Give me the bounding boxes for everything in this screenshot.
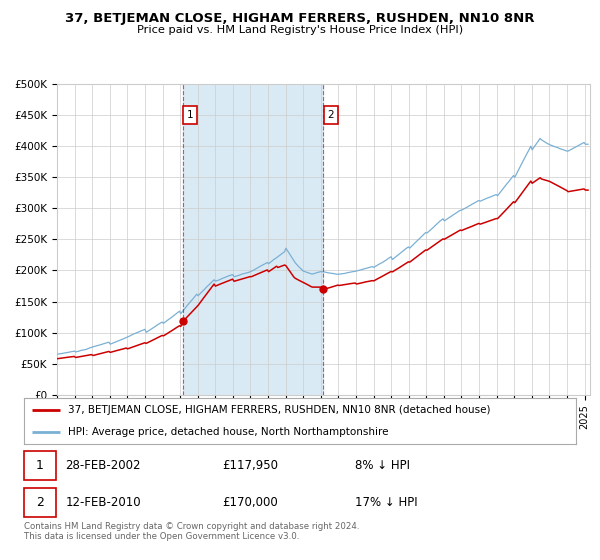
- Text: 1: 1: [187, 110, 194, 120]
- FancyBboxPatch shape: [24, 451, 56, 479]
- Text: £117,950: £117,950: [223, 459, 279, 472]
- Text: HPI: Average price, detached house, North Northamptonshire: HPI: Average price, detached house, Nort…: [68, 427, 389, 437]
- Text: 37, BETJEMAN CLOSE, HIGHAM FERRERS, RUSHDEN, NN10 8NR (detached house): 37, BETJEMAN CLOSE, HIGHAM FERRERS, RUSH…: [68, 405, 491, 416]
- Text: Price paid vs. HM Land Registry's House Price Index (HPI): Price paid vs. HM Land Registry's House …: [137, 25, 463, 35]
- Text: Contains HM Land Registry data © Crown copyright and database right 2024.
This d: Contains HM Land Registry data © Crown c…: [24, 522, 359, 542]
- Bar: [183, 84, 323, 395]
- Text: 2: 2: [36, 496, 44, 509]
- Text: 37, BETJEMAN CLOSE, HIGHAM FERRERS, RUSHDEN, NN10 8NR: 37, BETJEMAN CLOSE, HIGHAM FERRERS, RUSH…: [65, 12, 535, 25]
- FancyBboxPatch shape: [24, 488, 56, 517]
- Text: 1: 1: [36, 459, 44, 472]
- Text: 28-FEB-2002: 28-FEB-2002: [65, 459, 141, 472]
- Text: 12-FEB-2010: 12-FEB-2010: [65, 496, 141, 509]
- Text: £170,000: £170,000: [223, 496, 278, 509]
- Text: 17% ↓ HPI: 17% ↓ HPI: [355, 496, 418, 509]
- Text: 8% ↓ HPI: 8% ↓ HPI: [355, 459, 410, 472]
- Text: 2: 2: [327, 110, 334, 120]
